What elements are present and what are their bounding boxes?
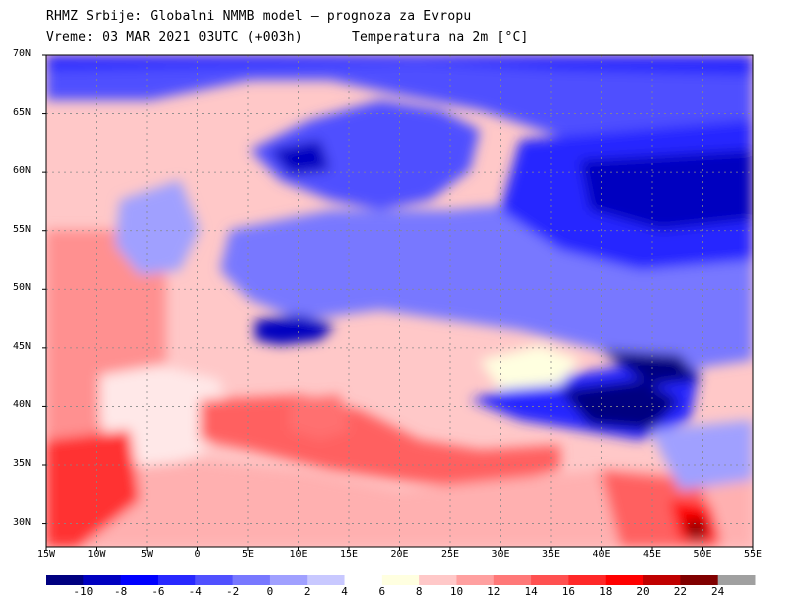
- scandinavia-cold-zone: [250, 100, 480, 210]
- colorbar-swatch: [680, 575, 719, 585]
- colorbar-label: 22: [673, 585, 687, 598]
- colorbar-swatch: [232, 575, 271, 585]
- colorbar-label: -6: [151, 585, 165, 598]
- lat-label: 55N: [13, 223, 32, 235]
- lat-label: 70N: [13, 48, 32, 59]
- colorbar-swatch: [531, 575, 569, 585]
- lat-label: 65N: [13, 106, 32, 118]
- colorbar-label: 0: [266, 585, 274, 598]
- colorbar-swatch: [269, 575, 308, 585]
- colorbar-swatch: [456, 575, 495, 585]
- lon-tick-marks: [45, 547, 754, 551]
- colorbar-label: 2: [303, 585, 311, 598]
- colorbar-label: 18: [599, 585, 613, 598]
- colorbar-label: 20: [636, 585, 650, 598]
- colorbar-label: -8: [114, 585, 128, 598]
- colorbar-label: 6: [378, 585, 386, 598]
- north-africa-zone: [46, 460, 753, 547]
- alps-cold-zone: [255, 315, 335, 345]
- colorbar-label: 8: [415, 585, 423, 598]
- colorbar-swatch: [493, 575, 532, 585]
- lat-label: 60N: [13, 165, 32, 177]
- colorbar-label: 24: [711, 585, 725, 598]
- lon-label: 15E: [339, 549, 359, 560]
- lon-label: 55E: [743, 549, 763, 560]
- lon-label: 35E: [541, 549, 561, 560]
- lon-label: 15W: [36, 549, 56, 560]
- title-variable: Temperatura na 2m [°C]: [352, 30, 529, 45]
- colorbar-label: -10: [73, 585, 94, 598]
- colorbar-label: 4: [341, 585, 348, 598]
- colorbar-label: 10: [449, 585, 464, 598]
- colorbar-swatch: [419, 575, 457, 585]
- colorbar-swatch: [120, 575, 159, 585]
- lon-label: 10E: [289, 549, 308, 560]
- lat-label: 35N: [13, 458, 32, 469]
- colorbar-swatch: [83, 575, 122, 585]
- colorbar-swatch: [568, 575, 607, 585]
- colorbar-label: 12: [487, 585, 501, 598]
- lon-label: 50E: [693, 549, 712, 560]
- lat-label: 30N: [13, 516, 32, 528]
- colorbar: [46, 575, 756, 585]
- lat-label: 45N: [13, 340, 32, 352]
- colorbar-swatch: [717, 575, 756, 585]
- colorbar-label: 14: [524, 585, 538, 598]
- colorbar-label: -2: [225, 585, 240, 598]
- title-line-2: Vreme: 03 MAR 2021 03UTC (+003h): [46, 30, 303, 45]
- colorbar-swatch: [195, 575, 234, 585]
- lon-label: 0: [194, 549, 201, 560]
- graticule: [46, 55, 753, 547]
- colorbar-swatch: [605, 575, 644, 585]
- black-sea-zone: [480, 345, 580, 390]
- colorbar-swatch: [643, 575, 681, 585]
- lon-label: 5E: [241, 549, 255, 560]
- lat-tick-marks: [42, 54, 46, 525]
- colorbar-swatch: [381, 575, 420, 585]
- lat-label: 40N: [13, 399, 32, 411]
- lon-label: 40E: [592, 549, 611, 560]
- lon-label: 10W: [87, 549, 106, 560]
- lat-label: 50N: [13, 282, 32, 294]
- arctic-cold-zone: [46, 55, 753, 150]
- colorbar-swatch: [344, 575, 383, 585]
- lon-label: 5W: [140, 549, 154, 560]
- lon-label: 30E: [491, 549, 510, 560]
- colorbar-label: 16: [561, 585, 576, 598]
- lon-label: 20E: [390, 549, 409, 560]
- colorbar-label: -4: [188, 585, 202, 598]
- british-isles-zone: [115, 180, 200, 275]
- colorbar-swatch: [157, 575, 196, 585]
- lon-label: 45E: [642, 549, 662, 560]
- colorbar-swatch: [307, 575, 346, 585]
- lon-label: 25E: [440, 549, 460, 560]
- colorbar-swatch: [46, 575, 84, 585]
- title-line-1: RHMZ Srbije: Globalni NMMB model — progn…: [46, 9, 472, 24]
